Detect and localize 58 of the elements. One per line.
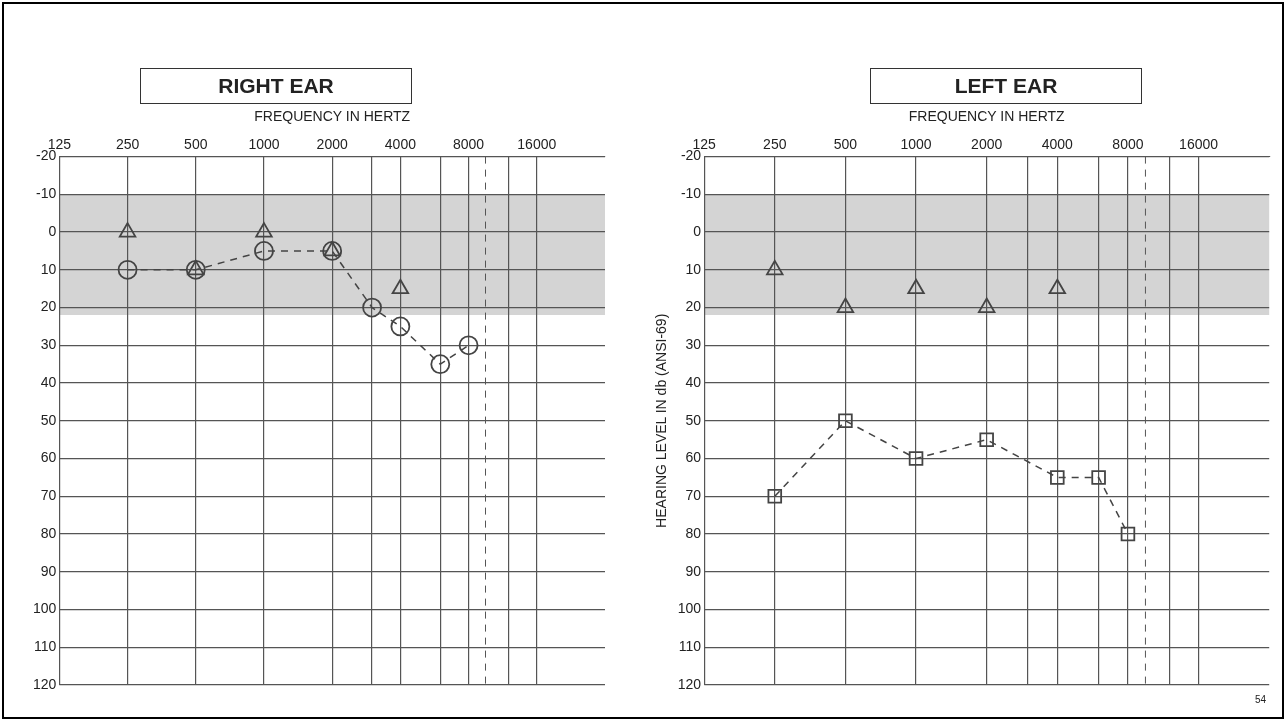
y-tick-label: 100 xyxy=(677,600,702,617)
x-tick-label: 500 xyxy=(184,136,208,153)
x-tick-label: 4000 xyxy=(384,136,417,153)
x-tick-label: 16000 xyxy=(1179,136,1219,153)
point xyxy=(836,297,855,313)
point xyxy=(766,259,784,276)
x-tick-label: 2000 xyxy=(971,136,1003,153)
y-tick-label: 70 xyxy=(40,487,57,504)
y-tick-label: 60 xyxy=(685,449,702,466)
x-tick-label: 250 xyxy=(115,136,140,153)
x-tick-label: 8000 xyxy=(1112,136,1144,153)
y-tick-label: 20 xyxy=(40,298,57,315)
y-tick-label: 60 xyxy=(40,449,57,466)
y-tick-label: 30 xyxy=(40,336,57,353)
point xyxy=(907,278,925,295)
chart-title: RIGHT EAR xyxy=(140,68,412,104)
y-tick-label: 110 xyxy=(34,638,57,655)
y-tick-label: 40 xyxy=(685,373,702,390)
y-tick-label: 80 xyxy=(685,524,702,541)
y-tick-label: 40 xyxy=(40,373,57,390)
y-tick-label: 70 xyxy=(685,487,702,504)
y-tick-label: 30 xyxy=(685,336,702,353)
y-tick-label: -10 xyxy=(680,185,702,202)
point xyxy=(767,489,783,504)
x-tick-label: 16000 xyxy=(517,136,557,153)
chart-title: LEFT EAR xyxy=(870,68,1142,104)
point xyxy=(977,297,996,313)
y-tick-label: 0 xyxy=(48,222,57,239)
x-tick-label: 4000 xyxy=(1041,136,1074,153)
point xyxy=(838,413,853,429)
x-tick-label: 2000 xyxy=(316,136,348,153)
y-tick-label: 20 xyxy=(685,298,702,315)
y-tick-label: 100 xyxy=(33,600,57,617)
y-tick-label: 50 xyxy=(40,411,57,428)
y-tick-label: 10 xyxy=(40,260,57,277)
x-tick-label: 1000 xyxy=(900,136,932,153)
point xyxy=(1048,278,1066,295)
x-tick-label: 250 xyxy=(763,136,787,153)
text: 54 xyxy=(1254,694,1266,705)
point xyxy=(1050,470,1065,485)
y-tick-label: -10 xyxy=(36,185,57,202)
y-axis-title: HEARING LEVEL IN db (ANSI-69) xyxy=(653,313,670,528)
y-tick-label: 90 xyxy=(685,562,702,579)
y-tick-label: 0 xyxy=(693,222,702,239)
point xyxy=(908,451,924,466)
x-axis-title: FREQUENCY IN HERTZ xyxy=(908,108,1066,125)
y-tick-label: 80 xyxy=(40,524,57,541)
x-tick-label: 8000 xyxy=(453,136,485,153)
x-axis-title: FREQUENCY IN HERTZ xyxy=(254,108,411,125)
y-tick-label: 90 xyxy=(40,562,57,579)
point xyxy=(979,432,994,447)
y-tick-label: 120 xyxy=(33,675,57,692)
y-tick-label: 10 xyxy=(685,260,702,277)
y-tick-label: 50 xyxy=(685,411,702,428)
y-tick-label: 120 xyxy=(677,675,702,692)
x-tick-label: 1000 xyxy=(248,136,280,153)
y-tick-label: 110 xyxy=(678,638,702,655)
x-tick-label: 500 xyxy=(833,136,858,153)
